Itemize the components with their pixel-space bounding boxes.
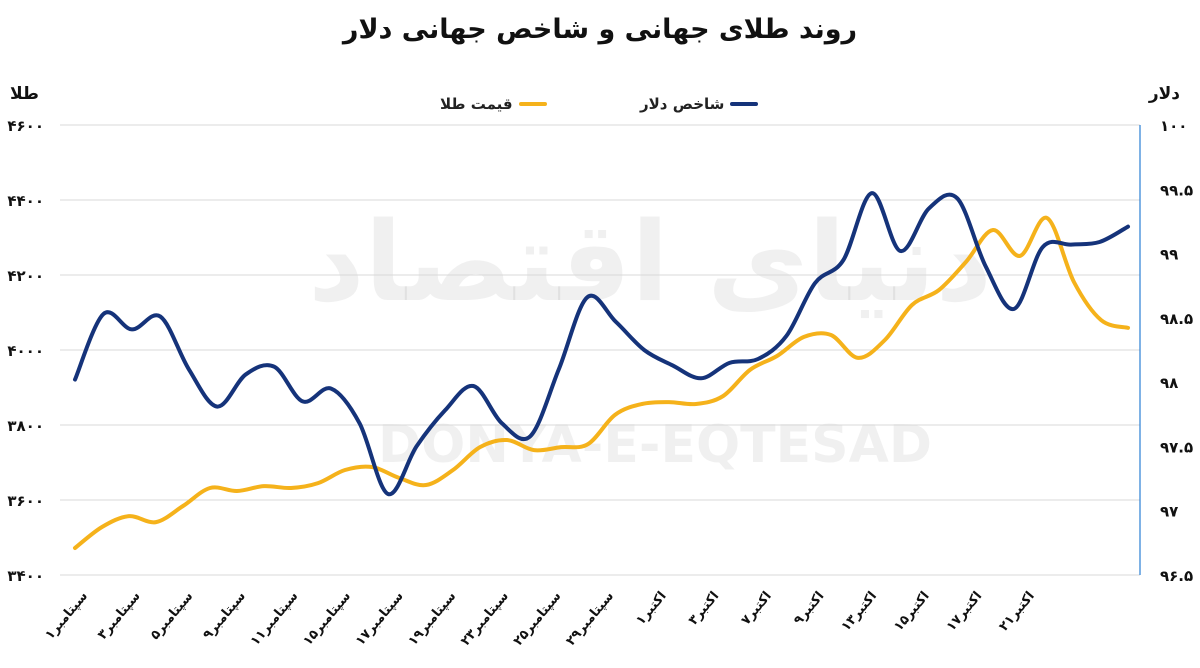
legend-item-gold: قیمت طلا [440,95,547,113]
x-tick-label: ۱۹سپتامبر [406,589,460,649]
watermark-text: DONYA-E-EQTESAD [378,415,932,475]
left-tick-label: ۴۲۰۰ [7,267,44,285]
x-tick-label: ۵سپتامبر [148,589,197,643]
x-tick-label: ۹سپتامبر [200,589,249,643]
x-tick-label: ۱۵اکتبر [891,589,932,634]
dollar-index-line [73,191,1130,497]
x-tick-label: ۱۱سپتامبر [248,589,302,649]
right-tick-label: ۹۶.۵ [1160,567,1193,585]
x-tick-label: ۳اکتبر [686,589,722,628]
x-tick-label: ۳سپتامبر [95,589,144,643]
legend-swatch-gold [518,102,547,106]
left-tick-label: ۳۶۰۰ [7,492,44,510]
right-tick-label: ۹۷ [1160,503,1178,521]
right-axis-title: دلار [1148,84,1180,104]
left-tick-label: ۳۴۰۰ [7,567,44,585]
x-tick-label: ۲۳سپتامبر [458,589,512,649]
x-tick-label: ۹اکتبر [791,589,827,628]
x-tick-label: ۱۵سپتامبر [300,589,354,649]
x-tick-label: ۲۵سپتامبر [511,589,565,649]
left-tick-label: ۳۸۰۰ [7,417,44,435]
right-tick-label: ۹۹.۵ [1160,181,1193,199]
gold-price-line [73,215,1130,550]
x-tick-label: ۱۷سپتامبر [353,589,407,649]
right-tick-label: ۱۰۰ [1160,117,1187,135]
x-tick-label: ۲۹سپتامبر [563,589,617,649]
legend-item-dollar: شاخص دلار [640,95,759,113]
watermark-logo: دنیای اقتصاد [308,198,992,326]
chart-title: روند طلای جهانی و شاخص جهانی دلار [342,14,858,45]
x-tick-label: ۷اکتبر [739,589,775,628]
right-tick-label: ۹۸ [1160,374,1178,392]
legend-label-gold: قیمت طلا [440,95,513,113]
x-tick-label: ۲۱اکتبر [996,589,1037,634]
right-tick-label: ۹۷.۵ [1160,438,1193,456]
right-tick-label: ۹۹ [1160,246,1178,264]
x-tick-label: ۱اکتبر [633,589,669,628]
x-tick-label: ۱۷اکتبر [944,589,985,634]
left-tick-label: ۴۶۰۰ [7,117,44,135]
left-tick-label: ۴۴۰۰ [7,192,44,210]
left-axis-title: طلا [10,84,39,104]
x-tick-label: ۱۳اکتبر [839,589,880,634]
right-tick-label: ۹۸.۵ [1160,310,1193,328]
legend-label-dollar: شاخص دلار [640,95,725,113]
left-tick-label: ۴۰۰۰ [7,342,44,360]
legend-swatch-dollar [730,102,759,106]
x-tick-label: ۱سپتامبر [43,589,92,643]
